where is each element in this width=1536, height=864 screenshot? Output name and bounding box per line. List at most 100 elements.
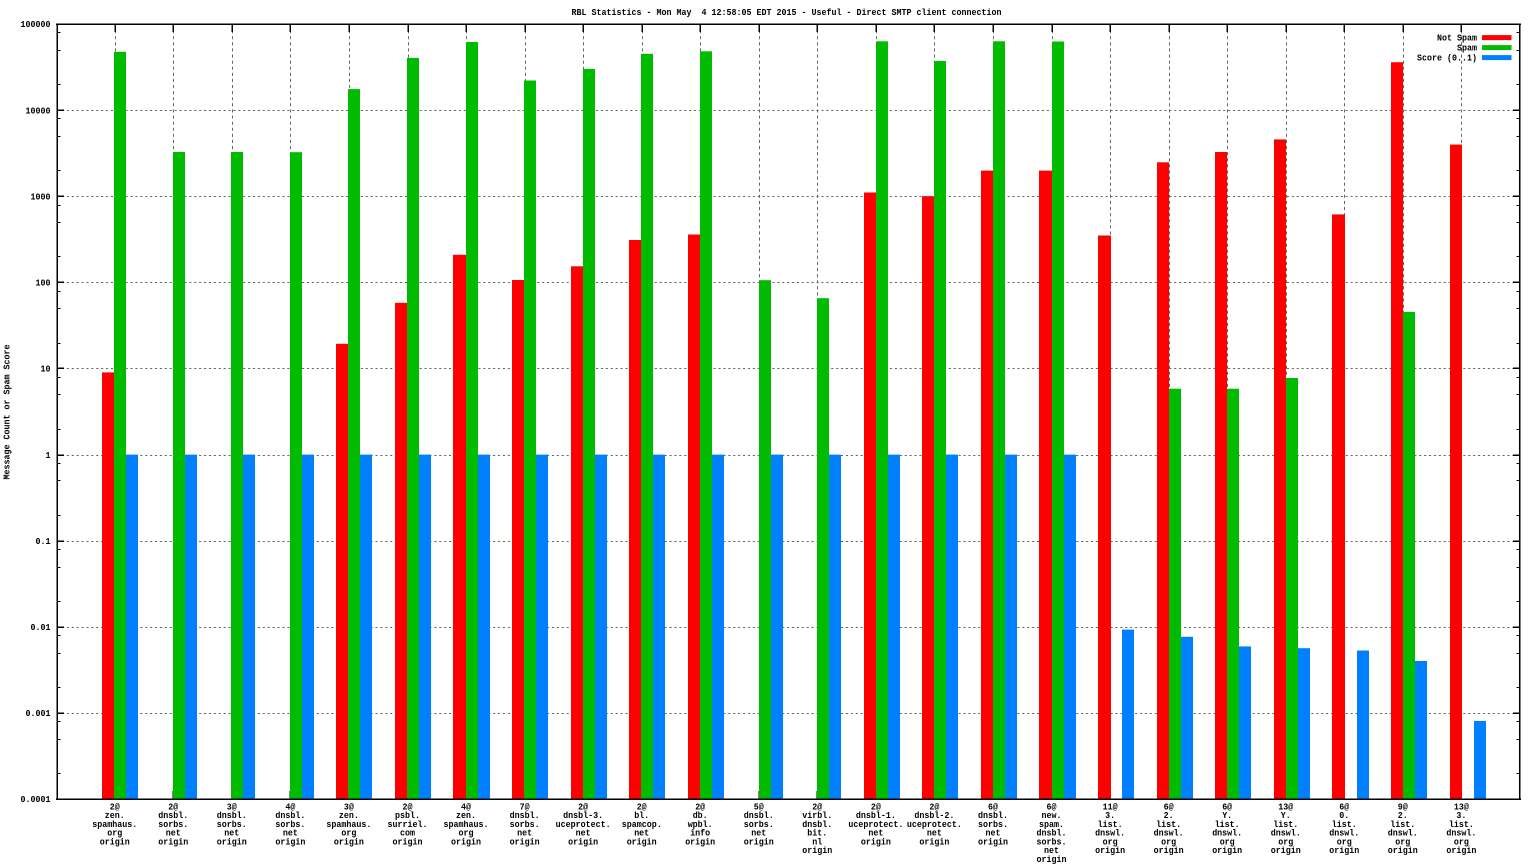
svg-text:spam.: spam. (1039, 819, 1064, 830)
svg-text:sorbs.: sorbs. (978, 819, 1008, 830)
svg-text:com: com (400, 828, 415, 839)
svg-text:info: info (690, 828, 710, 839)
svg-text:org: org (1161, 836, 1176, 847)
svg-text:2@: 2@ (637, 801, 647, 812)
svg-text:uceprotect.: uceprotect. (848, 819, 903, 830)
svg-text:surriel.: surriel. (388, 819, 428, 830)
svg-text:dnswl.: dnswl. (1212, 828, 1242, 839)
svg-text:origin: origin (217, 836, 247, 847)
svg-text:nl: nl (812, 836, 822, 847)
svg-text:origin: origin (978, 836, 1008, 847)
svg-text:net: net (576, 828, 591, 839)
svg-text:origin: origin (1271, 845, 1301, 856)
svg-text:dnsbl-3.: dnsbl-3. (563, 810, 603, 821)
svg-text:list.: list. (1215, 819, 1240, 830)
svg-text:Score (0..1): Score (0..1) (1417, 53, 1477, 64)
svg-text:5@: 5@ (754, 801, 764, 812)
svg-text:list.: list. (1390, 819, 1415, 830)
svg-text:org: org (1454, 836, 1469, 847)
svg-text:Spam: Spam (1457, 43, 1477, 54)
svg-text:zen.: zen. (105, 810, 125, 821)
svg-text:uceprotect.: uceprotect. (556, 819, 611, 830)
svg-text:3@: 3@ (227, 801, 237, 812)
svg-text:1000: 1000 (31, 191, 51, 202)
svg-text:10: 10 (41, 364, 51, 375)
svg-text:sorbs.: sorbs. (158, 819, 188, 830)
svg-text:10000: 10000 (26, 105, 51, 116)
svg-text:db.: db. (693, 810, 708, 821)
svg-text:org: org (1220, 836, 1235, 847)
svg-text:2@: 2@ (812, 801, 822, 812)
svg-text:dnsbl.: dnsbl. (978, 810, 1008, 821)
svg-text:origin: origin (744, 836, 774, 847)
svg-text:org: org (459, 828, 474, 839)
svg-text:origin: origin (1446, 845, 1476, 856)
svg-text:dnsbl.: dnsbl. (744, 810, 774, 821)
svg-text:spamhaus.: spamhaus. (326, 819, 371, 830)
svg-text:7@: 7@ (520, 801, 530, 812)
svg-text:origin: origin (1037, 854, 1067, 864)
svg-text:sorbs.: sorbs. (217, 819, 247, 830)
svg-text:origin: origin (100, 836, 130, 847)
svg-text:origin: origin (451, 836, 481, 847)
svg-text:dnsbl.: dnsbl. (802, 819, 832, 830)
svg-text:Message Count or Spam Score: Message Count or Spam Score (2, 344, 13, 479)
svg-text:Y.: Y. (1281, 810, 1291, 821)
svg-text:dnswl.: dnswl. (1446, 828, 1476, 839)
svg-text:net: net (283, 828, 298, 839)
svg-text:sorbs.: sorbs. (1037, 836, 1067, 847)
svg-text:origin: origin (627, 836, 657, 847)
svg-text:origin: origin (334, 836, 364, 847)
svg-text:wpbl.: wpbl. (688, 819, 713, 830)
svg-text:13@: 13@ (1454, 801, 1469, 812)
svg-text:dnsbl.: dnsbl. (275, 810, 305, 821)
svg-text:list.: list. (1156, 819, 1181, 830)
svg-text:0.01: 0.01 (31, 622, 51, 633)
svg-text:RBL Statistics - Mon May 4 12: RBL Statistics - Mon May 4 12:58:05 EDT … (572, 7, 1002, 18)
svg-text:origin: origin (1212, 845, 1242, 856)
svg-text:origin: origin (1329, 845, 1359, 856)
svg-text:2@: 2@ (110, 801, 120, 812)
svg-text:sorbs.: sorbs. (510, 819, 540, 830)
svg-text:origin: origin (1388, 845, 1418, 856)
svg-text:Not Spam: Not Spam (1437, 33, 1477, 44)
svg-text:net: net (927, 828, 942, 839)
svg-text:dnsbl.: dnsbl. (158, 810, 188, 821)
svg-text:origin: origin (1154, 845, 1184, 856)
svg-text:6@: 6@ (1339, 801, 1349, 812)
svg-text:org: org (341, 828, 356, 839)
svg-text:11@: 11@ (1103, 801, 1118, 812)
svg-text:org: org (1103, 836, 1118, 847)
svg-text:list.: list. (1273, 819, 1298, 830)
svg-text:sorbs.: sorbs. (275, 819, 305, 830)
svg-text:org: org (1337, 836, 1352, 847)
svg-text:Y.: Y. (1222, 810, 1232, 821)
svg-text:2@: 2@ (168, 801, 178, 812)
svg-text:4@: 4@ (461, 801, 471, 812)
svg-text:6@: 6@ (1222, 801, 1232, 812)
svg-text:dnswl.: dnswl. (1329, 828, 1359, 839)
svg-text:virbl.: virbl. (802, 810, 832, 821)
svg-text:dnsbl-1.: dnsbl-1. (856, 810, 896, 821)
svg-text:dnsbl.: dnsbl. (1037, 828, 1067, 839)
svg-text:net: net (517, 828, 532, 839)
svg-text:psbl.: psbl. (395, 810, 420, 821)
svg-text:net: net (1044, 845, 1059, 856)
svg-text:3.: 3. (1456, 810, 1466, 821)
svg-text:0.0001: 0.0001 (21, 794, 51, 805)
svg-text:list.: list. (1098, 819, 1123, 830)
svg-text:0.: 0. (1339, 810, 1349, 821)
svg-text:origin: origin (1095, 845, 1125, 856)
svg-text:net: net (224, 828, 239, 839)
svg-text:6@: 6@ (1047, 801, 1057, 812)
svg-text:dnsbl.: dnsbl. (510, 810, 540, 821)
svg-text:net: net (986, 828, 1001, 839)
svg-text:2.: 2. (1164, 810, 1174, 821)
svg-text:net: net (166, 828, 181, 839)
svg-text:net: net (634, 828, 649, 839)
svg-text:dnsbl.: dnsbl. (217, 810, 247, 821)
svg-text:3@: 3@ (344, 801, 354, 812)
svg-text:6@: 6@ (988, 801, 998, 812)
svg-text:0.1: 0.1 (36, 536, 51, 547)
svg-text:3.: 3. (1105, 810, 1115, 821)
